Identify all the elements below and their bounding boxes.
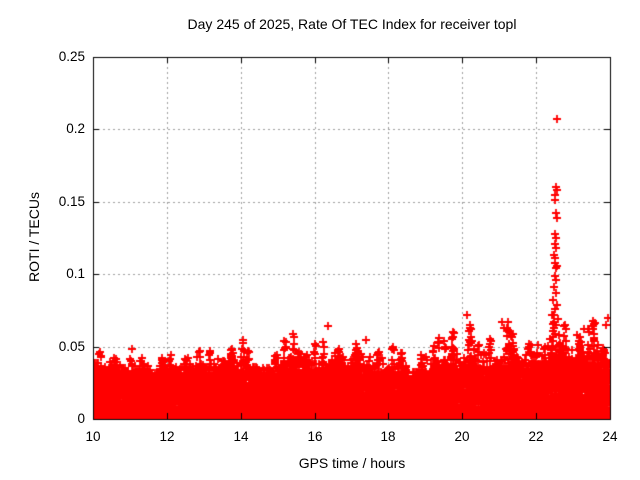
x-axis-label: GPS time / hours [298, 455, 406, 471]
y-tick-label: 0.1 [66, 266, 85, 281]
x-tick-label: 18 [380, 429, 396, 444]
y-tick-label: 0.05 [58, 339, 85, 354]
x-tick-label: 10 [85, 429, 101, 444]
x-tick-label: 20 [454, 429, 470, 444]
y-tick-label: 0.2 [66, 121, 85, 136]
chart-title: Day 245 of 2025, Rate Of TEC Index for r… [187, 16, 517, 32]
x-tick-label: 22 [528, 429, 544, 444]
x-tick-label: 14 [233, 429, 249, 444]
y-tick-label: 0.15 [58, 194, 85, 209]
x-tick-label: 24 [602, 429, 618, 444]
y-tick-label: 0.25 [58, 49, 85, 64]
x-tick-label: 12 [159, 429, 175, 444]
y-tick-label: 0 [77, 411, 85, 426]
x-tick-label: 16 [307, 429, 323, 444]
